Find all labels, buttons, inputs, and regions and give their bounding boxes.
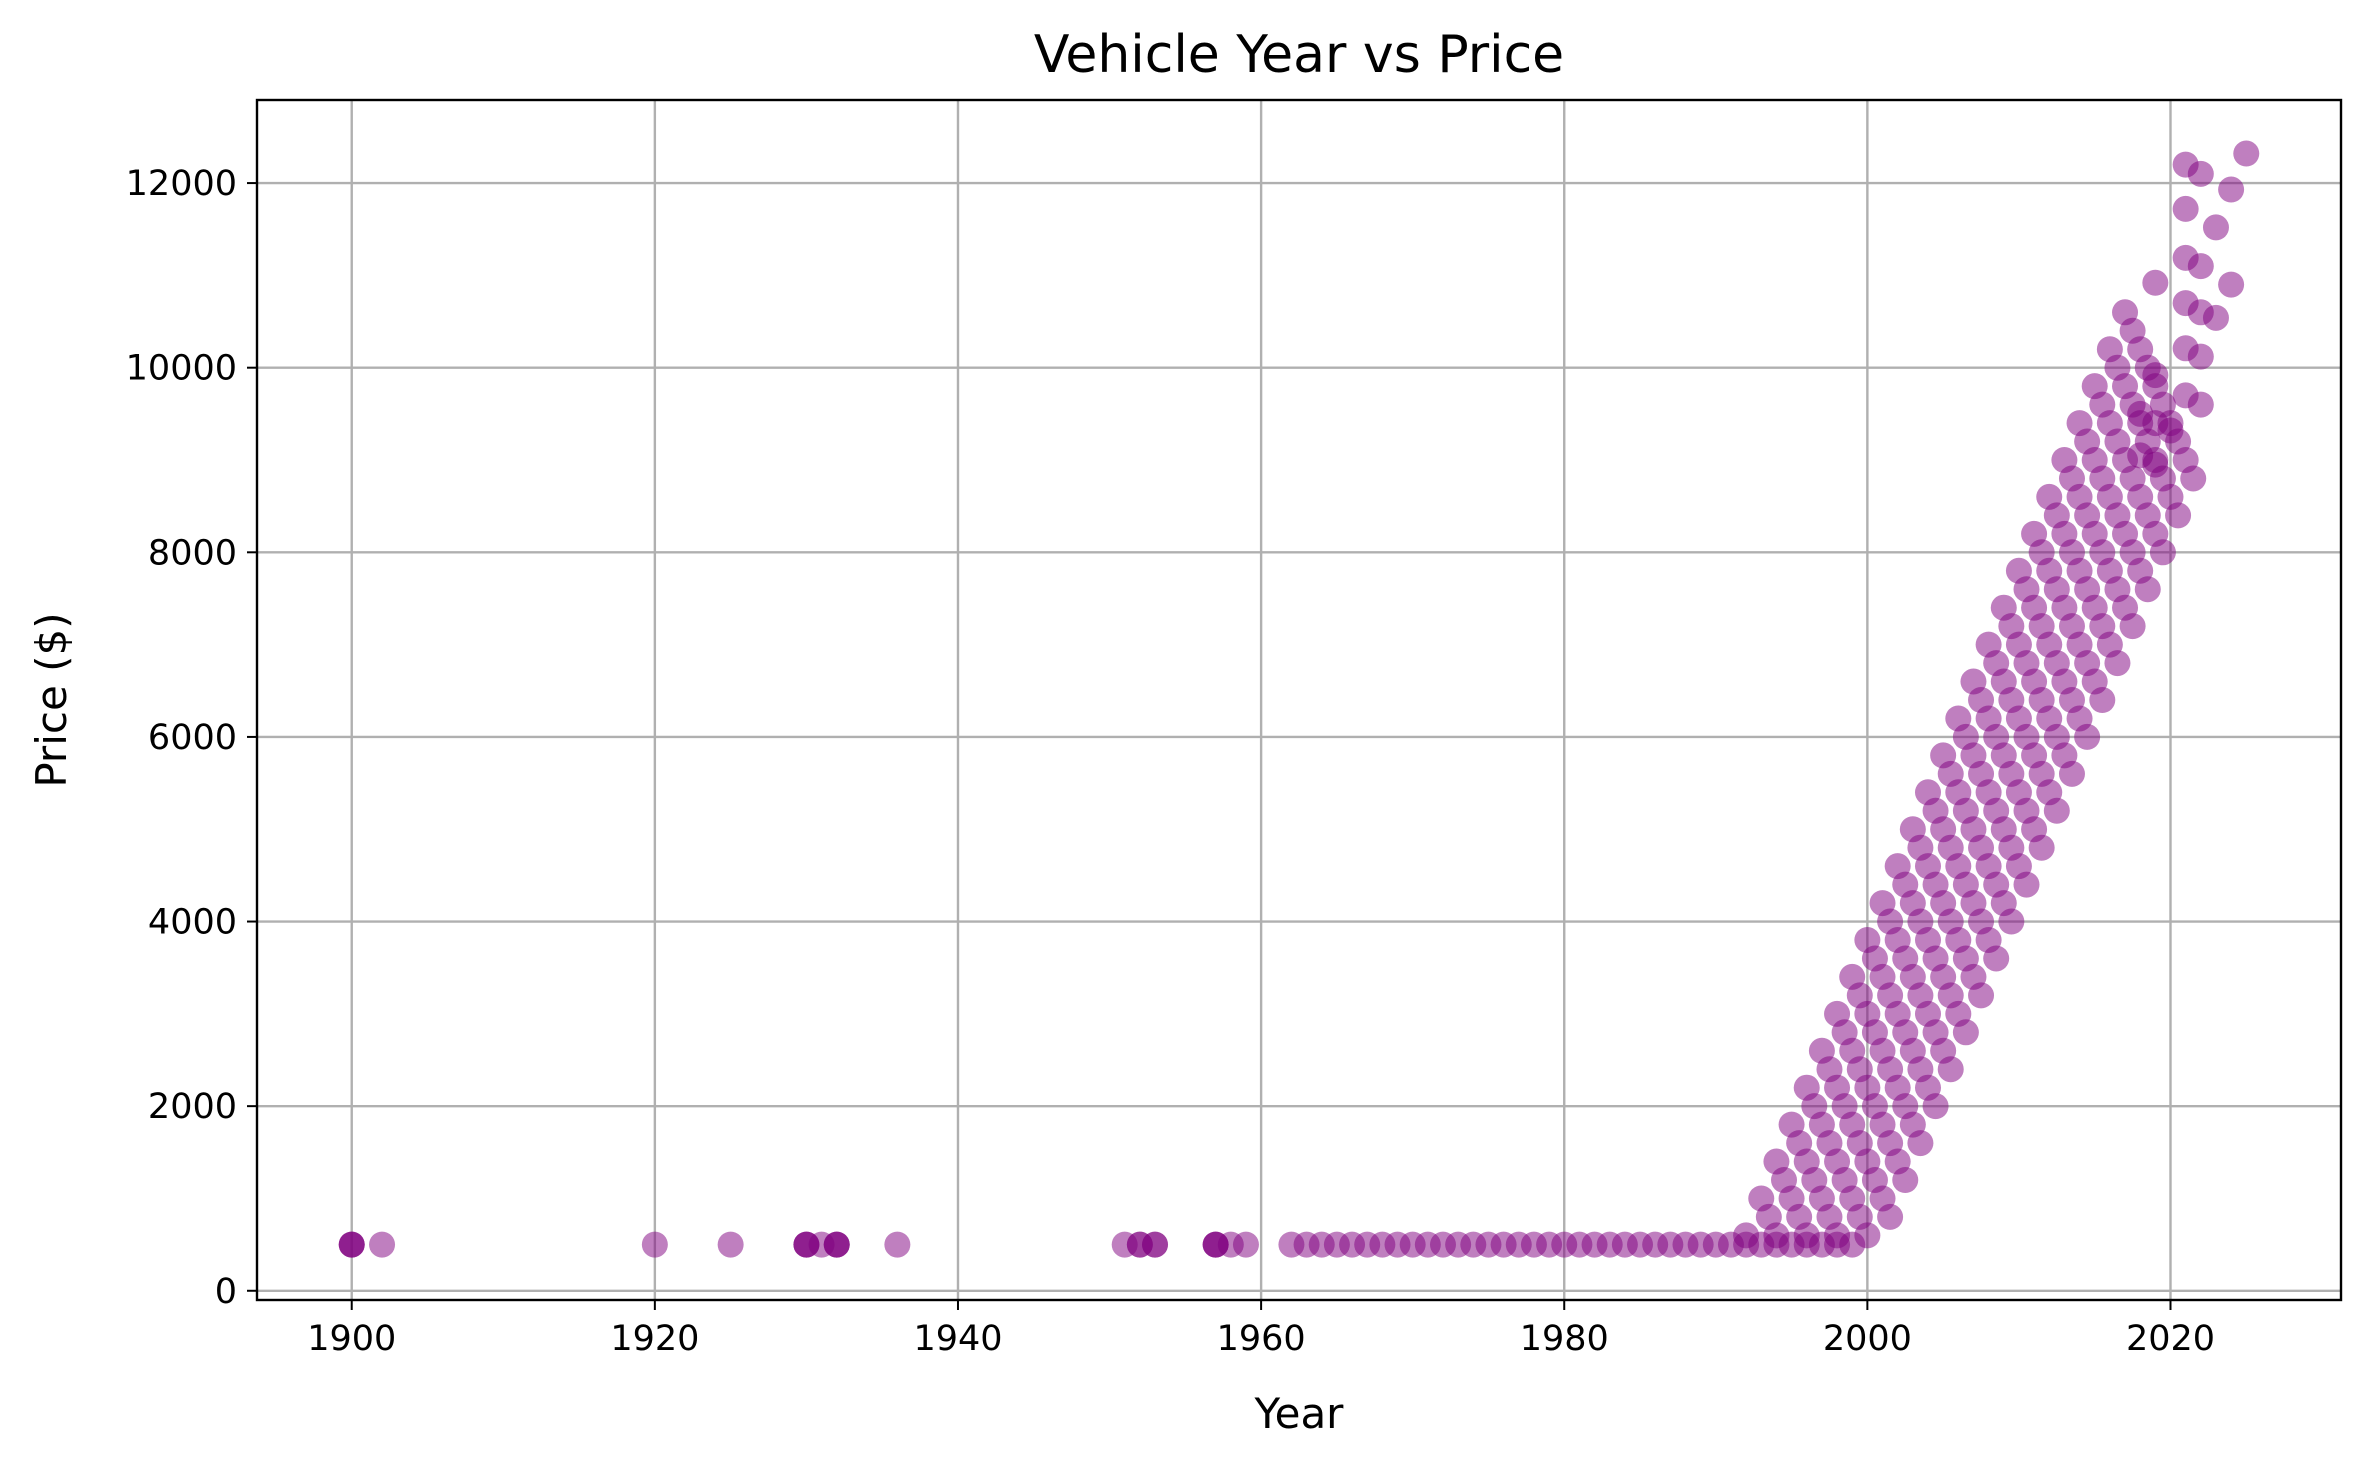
- scatter-point: [1854, 1222, 1881, 1249]
- scatter-point: [1922, 1093, 1949, 1120]
- scatter-point: [2104, 650, 2131, 677]
- scatter-point: [2043, 797, 2070, 824]
- y-tick-label: 6000: [148, 718, 237, 758]
- scatter-point: [2134, 576, 2161, 603]
- scatter-point: [884, 1231, 911, 1258]
- scatter-point: [1907, 1130, 1934, 1157]
- scatter-point: [1142, 1231, 1169, 1258]
- data-points: [338, 140, 2260, 1258]
- scatter-point: [1998, 908, 2025, 935]
- scatter-point: [717, 1231, 744, 1258]
- scatter-point: [1824, 1222, 1851, 1249]
- scatter-point: [1232, 1231, 1259, 1258]
- scatter-point: [2089, 687, 2116, 713]
- scatter-point: [1733, 1222, 1760, 1249]
- plot-frame: [255, 98, 2343, 1302]
- x-tick-label: 2020: [2126, 1319, 2215, 1359]
- scatter-point: [1877, 1203, 1904, 1230]
- y-axis-label: Price ($): [27, 612, 76, 787]
- scatter-point: [2013, 871, 2040, 898]
- y-axis-ticks: 0 2000 4000 6000 8000 10000 12000: [126, 164, 257, 1312]
- scatter-point: [2172, 195, 2199, 222]
- scatter-point: [2058, 760, 2085, 787]
- x-tick-label: 1920: [610, 1319, 699, 1359]
- scatter-point: [2119, 613, 2146, 640]
- scatter-point: [1937, 1056, 1964, 1083]
- scatter-point: [1892, 1167, 1919, 1193]
- x-tick-label: 1940: [913, 1319, 1002, 1359]
- scatter-point: [1952, 1019, 1979, 1046]
- x-axis-label: Year: [1254, 1389, 1345, 1438]
- chart-title: Vehicle Year vs Price: [1034, 25, 1564, 85]
- scatter-point: [2187, 343, 2214, 370]
- x-tick-label: 1980: [1520, 1319, 1609, 1359]
- y-tick-label: 0: [215, 1272, 237, 1312]
- scatter-point: [2202, 214, 2229, 241]
- scatter-point: [641, 1231, 668, 1258]
- scatter-point: [2218, 176, 2245, 203]
- x-tick-label: 2000: [1823, 1319, 1912, 1359]
- scatter-point: [369, 1231, 396, 1258]
- scatter-point: [2187, 391, 2214, 418]
- y-tick-label: 10000: [126, 349, 237, 389]
- y-tick-label: 4000: [148, 903, 237, 943]
- scatter-point: [823, 1231, 850, 1258]
- scatter-point: [2233, 140, 2260, 167]
- scatter-point: [2187, 160, 2214, 187]
- scatter-point: [2202, 304, 2229, 331]
- scatter-point: [2187, 253, 2214, 280]
- y-tick-label: 12000: [126, 164, 237, 204]
- y-tick-label: 2000: [148, 1087, 237, 1127]
- scatter-point: [2074, 723, 2101, 750]
- scatter-point: [2157, 417, 2184, 444]
- scatter-point: [2165, 502, 2192, 529]
- x-axis-ticks: 1900 1920 1940 1960 1980 2000 2020: [307, 1300, 2215, 1359]
- scatter-point: [338, 1231, 365, 1258]
- scatter-point: [2142, 362, 2169, 389]
- scatter-point: [2218, 271, 2245, 298]
- scatter-point: [1793, 1222, 1820, 1249]
- scatter-point: [1763, 1222, 1790, 1249]
- scatter-point: [2180, 465, 2207, 492]
- scatter-point: [2142, 451, 2169, 478]
- scatter-point: [2142, 269, 2169, 296]
- scatter-point: [2028, 834, 2055, 861]
- x-tick-label: 1960: [1217, 1319, 1306, 1359]
- scatter-point: [2149, 539, 2176, 566]
- scatter-point: [1968, 982, 1995, 1009]
- x-tick-label: 1900: [307, 1319, 396, 1359]
- scatter-point: [1983, 945, 2010, 972]
- y-tick-label: 8000: [148, 533, 237, 573]
